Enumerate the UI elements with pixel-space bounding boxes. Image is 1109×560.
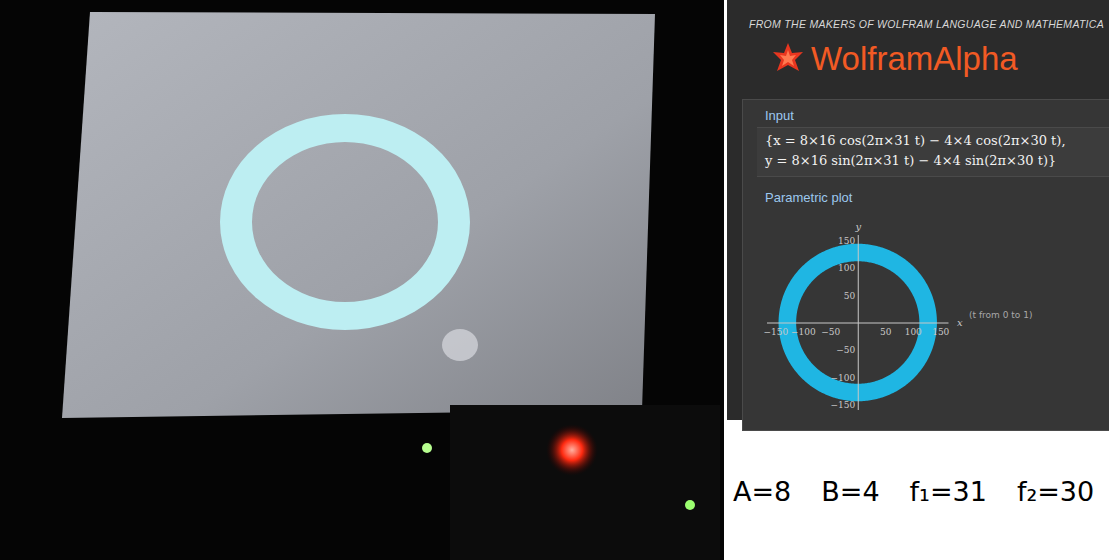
html-text:B=4: B=4 [821,476,880,507]
html-text:Parametric plot: Parametric plot [765,190,853,205]
svg-text:y: y [854,221,861,232]
svg-text:150: 150 [838,236,855,246]
svg-text:50: 50 [844,291,856,301]
html-text:f₁=31: f₁=31 [909,476,987,507]
html-text:FROM THE MAKERS OF WOLFRAM LAN: FROM THE MAKERS OF WOLFRAM LANGUAGE AND … [749,18,1104,30]
svg-text:−150: −150 [763,327,788,337]
svg-text:100: 100 [905,327,922,337]
svg-text:−100: −100 [831,373,856,383]
svg-text:−150: −150 [831,400,856,410]
html-text:WolframAlpha: WolframAlpha [811,40,1018,77]
html-text:Input: Input [765,108,794,123]
html-text:f₂=30: f₂=30 [1016,476,1095,507]
svg-text:150: 150 [932,327,949,337]
svg-text:−50: −50 [821,327,840,337]
svg-text:−100: −100 [791,327,816,337]
html-text:A=8: A=8 [733,476,792,507]
html-text:y = 8×16 sin(2π×31 t) − 4×4 si: y = 8×16 sin(2π×31 t) − 4×4 sin(2π×30 t)… [765,153,1057,168]
svg-text:(t from 0 to 1): (t from 0 to 1) [969,310,1032,320]
html-text:{x = 8×16 cos(2π×31 t) − 4×4 c: {x = 8×16 cos(2π×31 t) − 4×4 cos(2π×30 t… [765,133,1066,148]
svg-text:50: 50 [880,327,892,337]
svg-text:−50: −50 [836,345,855,355]
svg-text:x: x [957,317,963,328]
svg-text:100: 100 [838,263,855,273]
